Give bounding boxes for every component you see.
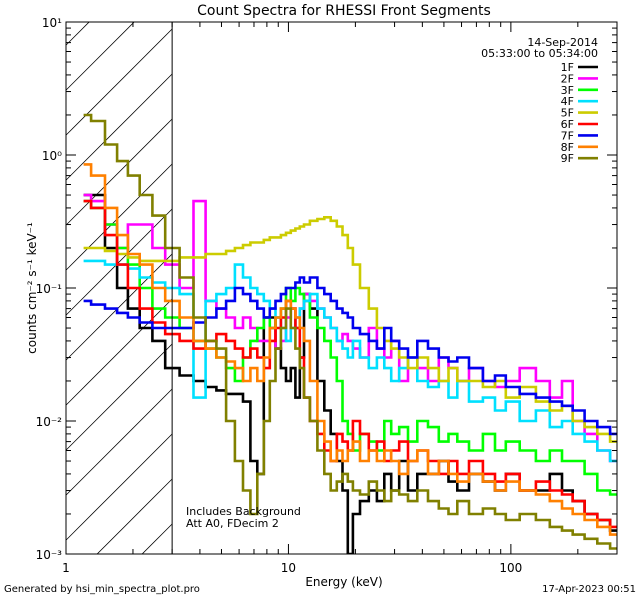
- legend-label-9F: 9F: [561, 152, 574, 165]
- x-tick-label: 100: [499, 561, 522, 575]
- hatch-line: [66, 208, 173, 316]
- series-line-9F: [83, 113, 617, 550]
- hatch-line: [66, 73, 173, 181]
- x-tick-labels: 1 10 100: [62, 561, 522, 575]
- chart-title: Count Spectra for RHESSI Front Segments: [197, 3, 491, 19]
- y-tick-label: 10⁰: [42, 149, 62, 163]
- hatch-line: [96, 478, 173, 554]
- generated-by-label: Generated by hsi_min_spectra_plot.pro: [4, 584, 200, 595]
- legend-label-3F: 3F: [561, 84, 574, 97]
- hatch-line: [66, 22, 135, 91]
- axis-ticks: [65, 21, 618, 555]
- legend-label-1F: 1F: [561, 61, 574, 74]
- time-range-label: 05:33:00 to 05:34:00: [481, 47, 598, 60]
- x-axis-label: Energy (keV): [305, 575, 382, 589]
- x-tick-label: 1: [62, 561, 70, 575]
- legend-label-8F: 8F: [561, 141, 574, 154]
- hatch-line: [66, 298, 173, 406]
- series-line-7F: [83, 276, 617, 436]
- y-axis-label: counts cm⁻² s⁻¹ keV⁻¹: [25, 222, 39, 354]
- legend-label-5F: 5F: [561, 107, 574, 120]
- hatch-line: [66, 388, 173, 496]
- x-tick-label: 10: [281, 561, 296, 575]
- y-tick-label: 10⁻¹: [36, 282, 63, 296]
- y-tick-label: 10⁻²: [36, 415, 63, 429]
- annotation-text: Includes Background: [186, 505, 301, 518]
- hatch-line: [66, 433, 173, 541]
- series-line-8F: [83, 163, 617, 536]
- legend-label-7F: 7F: [561, 129, 574, 142]
- hatch-line: [66, 343, 173, 451]
- series-layer: [83, 113, 617, 554]
- legend-label-6F: 6F: [561, 118, 574, 131]
- generated-at-label: 17-Apr-2023 00:51: [542, 584, 636, 595]
- hatch-line: [141, 523, 173, 554]
- series-line-5F: [83, 216, 617, 443]
- excluded-region-hatch: [66, 22, 173, 554]
- series-line-6F: [83, 199, 617, 529]
- legend-label-2F: 2F: [561, 72, 574, 85]
- y-tick-labels: 10⁻³ 10⁻² 10⁻¹ 10⁰ 10¹: [36, 16, 63, 562]
- hatch-line: [66, 118, 173, 226]
- hatch-line: [66, 22, 90, 46]
- hatch-line: [66, 28, 173, 136]
- y-tick-label: 10¹: [42, 16, 62, 30]
- legend-label-4F: 4F: [561, 95, 574, 108]
- y-tick-label: 10⁻³: [36, 548, 63, 562]
- date-label: 14-Sep-2014: [527, 36, 598, 49]
- series-line-4F: [83, 259, 617, 463]
- hatch-line: [66, 253, 173, 361]
- annotation-text: Att A0, FDecim 2: [186, 517, 279, 530]
- hatch-line: [66, 163, 173, 271]
